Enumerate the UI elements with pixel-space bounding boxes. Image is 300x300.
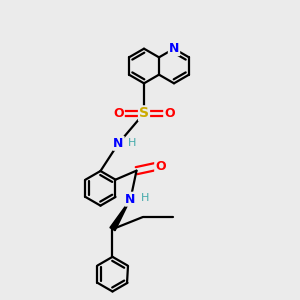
Text: N: N [113,137,124,150]
Text: N: N [169,42,179,55]
Text: H: H [128,138,136,148]
Text: H: H [141,193,150,203]
Text: O: O [155,160,166,173]
Text: O: O [113,107,124,120]
Polygon shape [110,199,130,231]
Text: N: N [125,193,136,206]
Text: O: O [164,107,175,120]
Text: S: S [139,106,149,120]
